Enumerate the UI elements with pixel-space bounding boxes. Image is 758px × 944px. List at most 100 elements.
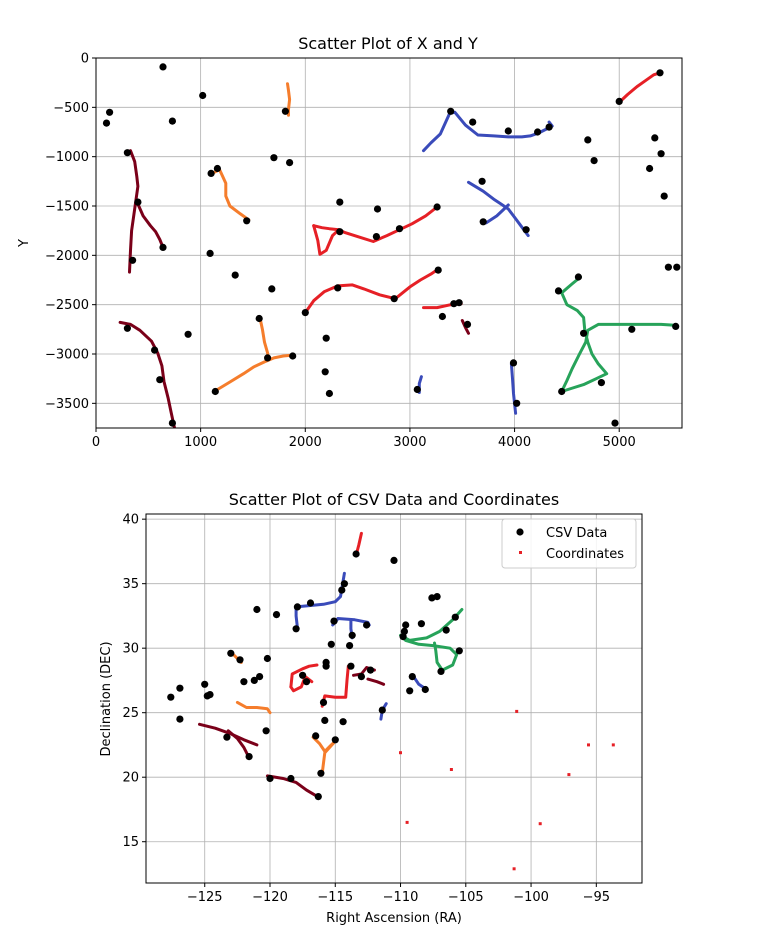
data-point <box>301 309 309 317</box>
grid-lines <box>95 57 682 428</box>
data-point <box>504 127 512 135</box>
trajectory-line <box>320 664 350 708</box>
data-point <box>312 732 320 740</box>
data-point <box>213 164 221 173</box>
data-point <box>399 633 407 641</box>
data-point <box>299 671 307 679</box>
plot-frame <box>145 513 643 884</box>
y-axis-ticks: 15 20 25 30 35 40 <box>122 513 146 850</box>
y-tick-label: 35 <box>122 577 139 592</box>
data-point <box>478 177 486 185</box>
data-point <box>231 271 239 279</box>
data-point <box>330 617 338 625</box>
data-point <box>199 91 207 100</box>
x-tick-label: −110 <box>383 890 419 905</box>
csv-data-points <box>167 550 463 801</box>
coordinate-point <box>449 768 453 771</box>
data-point <box>325 389 333 398</box>
trajectory-line <box>136 202 165 249</box>
y-tick-label: −1500 <box>45 200 89 215</box>
y-tick-label: −3000 <box>45 348 89 363</box>
x-tick-label: −120 <box>252 890 288 905</box>
x-tick-label: 5000 <box>603 435 636 450</box>
data-point <box>331 736 339 744</box>
data-point <box>102 119 111 127</box>
data-point <box>159 243 167 251</box>
data-point <box>255 314 263 323</box>
data-point <box>206 249 214 257</box>
data-point <box>390 295 398 303</box>
data-point <box>413 385 421 394</box>
x-axis-ticks: −125 −120 −115 −110 −105 −100 −95 <box>187 883 610 905</box>
data-point <box>558 387 566 396</box>
y-tick-label: 15 <box>122 835 139 850</box>
trajectory-line <box>484 203 510 225</box>
data-point <box>421 685 429 694</box>
data-point <box>437 667 445 676</box>
trajectory-line <box>460 319 470 335</box>
data-point <box>250 676 258 685</box>
x-tick-label: −100 <box>513 890 549 905</box>
data-point <box>211 387 219 396</box>
data-point <box>455 647 463 655</box>
trajectory-line <box>312 205 439 256</box>
x-tick-label: −125 <box>187 890 223 905</box>
data-point <box>590 157 598 165</box>
data-point <box>372 233 380 241</box>
y-tick-label: 20 <box>122 771 139 786</box>
data-point <box>628 325 636 333</box>
data-point <box>433 593 441 601</box>
y-tick-label: −1000 <box>45 150 89 165</box>
data-point <box>534 128 542 136</box>
data-point <box>402 621 410 629</box>
legend-marker-csv-data <box>516 528 524 536</box>
data-point <box>287 774 295 783</box>
data-point <box>406 687 414 695</box>
data-point <box>615 97 623 105</box>
data-point <box>268 285 276 293</box>
data-point <box>417 620 425 628</box>
plot-frame <box>95 57 683 429</box>
data-point <box>168 117 176 125</box>
y-tick-label: −3500 <box>45 397 89 412</box>
data-point <box>253 605 261 614</box>
data-point <box>433 203 441 211</box>
data-point <box>390 556 398 565</box>
trajectory-line <box>560 275 679 393</box>
coordinate-point <box>515 709 519 713</box>
data-point <box>346 642 354 650</box>
x-tick-label: −105 <box>448 890 484 905</box>
data-point <box>373 205 382 213</box>
coordinate-point <box>399 751 402 755</box>
data-point <box>347 662 355 670</box>
data-point <box>545 123 553 131</box>
data-point <box>672 322 680 330</box>
trajectory-line <box>118 320 176 428</box>
data-point <box>469 118 477 126</box>
data-point <box>270 154 278 162</box>
trajectory-line <box>226 729 251 760</box>
data-point <box>243 217 251 225</box>
data-point <box>580 329 588 337</box>
data-point <box>176 684 184 692</box>
data-point <box>660 192 668 200</box>
data-point <box>263 654 271 663</box>
y-tick-label: 0 <box>81 52 89 67</box>
data-point <box>321 368 329 376</box>
chart-x-and-y: Scatter Plot of X and Y Y 0 1000 2000 3000 4… <box>17 34 683 450</box>
data-point <box>314 793 322 801</box>
data-point <box>106 108 114 116</box>
data-point <box>266 774 274 783</box>
data-point <box>463 320 472 328</box>
y-tick-label: −500 <box>53 101 89 116</box>
legend-label-coordinates: Coordinates <box>546 547 624 562</box>
data-point <box>223 733 231 741</box>
data-point <box>322 334 330 342</box>
data-point <box>264 354 272 362</box>
x-tick-label: −95 <box>583 890 610 905</box>
y-tick-label: −2000 <box>45 249 89 264</box>
data-point <box>597 379 606 387</box>
x-tick-label: −115 <box>317 890 353 905</box>
trajectory-line <box>235 700 272 715</box>
data-point <box>134 198 142 206</box>
